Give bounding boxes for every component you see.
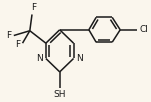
Text: N: N [76,54,83,63]
Text: F: F [15,40,20,49]
Text: Cl: Cl [139,25,148,34]
Text: SH: SH [53,90,66,99]
Text: F: F [31,3,36,12]
Text: N: N [37,54,43,63]
Text: F: F [6,31,11,40]
